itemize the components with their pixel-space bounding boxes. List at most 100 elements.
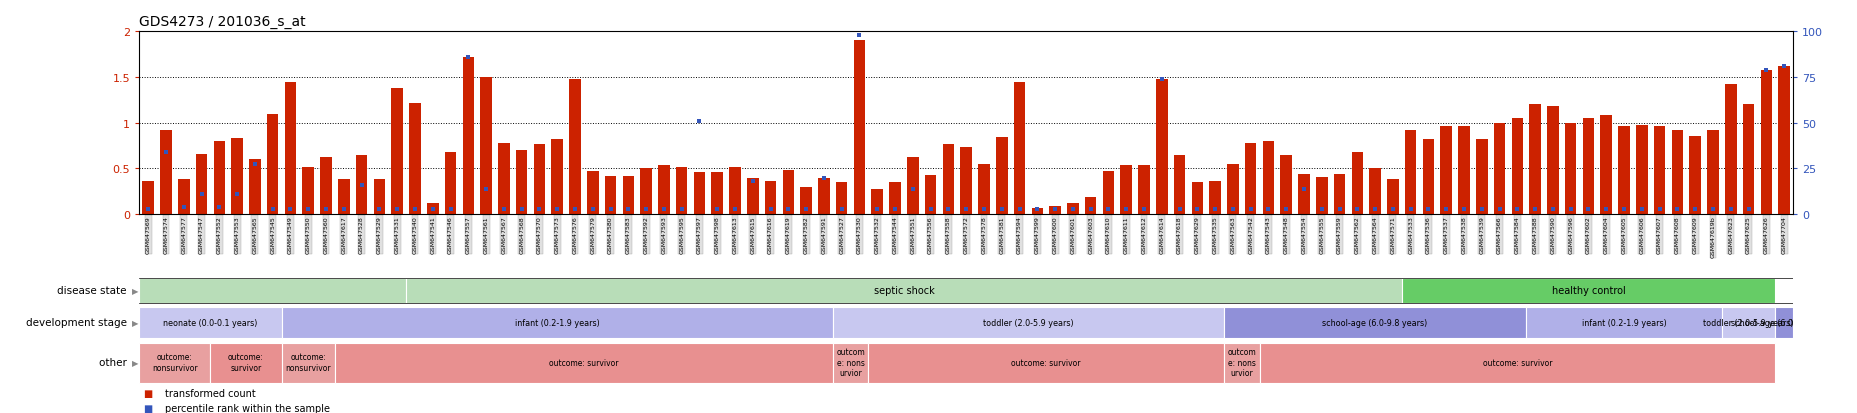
Bar xyxy=(1244,143,1255,215)
Text: ■: ■ xyxy=(143,388,152,398)
Point xyxy=(1021,206,1051,212)
Point xyxy=(916,206,945,212)
Bar xyxy=(1458,127,1469,215)
Bar xyxy=(1742,105,1753,215)
Point xyxy=(507,206,537,212)
Point xyxy=(932,206,962,212)
Bar xyxy=(334,343,832,383)
Bar xyxy=(1174,155,1185,215)
Point xyxy=(702,206,732,212)
Bar xyxy=(407,278,1400,303)
Bar xyxy=(1653,127,1664,215)
Bar xyxy=(232,139,243,215)
Bar xyxy=(1525,307,1721,339)
Bar xyxy=(676,167,687,215)
Point xyxy=(845,33,875,39)
Bar xyxy=(373,180,384,215)
Text: toddler (2.0-5.9 years): toddler (2.0-5.9 years) xyxy=(1703,318,1792,327)
Bar xyxy=(533,145,544,215)
Bar xyxy=(1155,80,1166,215)
Point xyxy=(1343,206,1372,212)
Text: school-age (6.0-9.8 years): school-age (6.0-9.8 years) xyxy=(1731,318,1837,327)
Point xyxy=(1448,206,1478,212)
Bar xyxy=(1474,140,1487,215)
Bar xyxy=(1120,165,1131,215)
Point xyxy=(1591,206,1621,212)
Bar xyxy=(867,343,1224,383)
Bar xyxy=(195,154,208,215)
Bar xyxy=(1760,71,1772,215)
Point xyxy=(488,206,518,212)
Bar xyxy=(1688,136,1699,215)
Bar xyxy=(249,160,260,215)
Bar xyxy=(852,41,865,215)
Point xyxy=(435,206,464,212)
Point xyxy=(951,206,980,212)
Point xyxy=(1484,206,1513,212)
Point xyxy=(826,206,856,212)
Point xyxy=(737,178,767,185)
Text: outcome: survivor: outcome: survivor xyxy=(1482,358,1551,367)
Bar xyxy=(143,182,154,215)
Point xyxy=(1395,206,1424,212)
Bar xyxy=(1387,180,1398,215)
Text: healthy control: healthy control xyxy=(1551,285,1625,295)
Point xyxy=(472,186,501,192)
Point xyxy=(756,206,786,212)
Bar xyxy=(568,80,581,215)
Text: outcome: survivor: outcome: survivor xyxy=(1010,358,1081,367)
Point xyxy=(897,186,927,192)
Point xyxy=(1554,206,1584,212)
Bar xyxy=(1369,169,1380,215)
Bar xyxy=(267,114,279,215)
Point xyxy=(986,206,1016,212)
Point xyxy=(150,150,180,156)
Point xyxy=(1751,67,1781,74)
Bar xyxy=(427,204,438,215)
Bar xyxy=(139,343,210,383)
Point xyxy=(1413,206,1443,212)
Bar xyxy=(728,167,741,215)
Point xyxy=(1733,206,1762,212)
Point xyxy=(773,206,802,212)
Bar xyxy=(587,172,598,215)
Point xyxy=(364,206,394,212)
Text: neonate (0.0-0.1 years): neonate (0.0-0.1 years) xyxy=(163,318,258,327)
Bar xyxy=(977,164,990,215)
Point xyxy=(186,191,215,198)
Point xyxy=(1305,206,1335,212)
Bar xyxy=(817,178,830,215)
Bar xyxy=(622,176,633,215)
Bar xyxy=(1493,123,1504,215)
Point xyxy=(1467,206,1497,212)
Point xyxy=(1057,206,1086,212)
Point xyxy=(1253,206,1283,212)
Point xyxy=(240,161,269,168)
Bar xyxy=(1209,182,1220,215)
Bar xyxy=(890,183,901,215)
Point xyxy=(1378,206,1408,212)
Point xyxy=(1075,206,1105,212)
Bar xyxy=(178,180,189,215)
Bar xyxy=(1636,126,1647,215)
Text: outcome:
nonsurvivor: outcome: nonsurvivor xyxy=(286,353,331,372)
Point xyxy=(1324,206,1354,212)
Bar xyxy=(1777,67,1788,215)
Bar xyxy=(160,131,171,215)
Text: toddler (2.0-5.9 years): toddler (2.0-5.9 years) xyxy=(982,318,1073,327)
Point xyxy=(1094,206,1123,212)
Text: other: other xyxy=(98,357,130,367)
Bar xyxy=(1350,153,1363,215)
Point xyxy=(542,206,572,212)
Bar xyxy=(604,176,617,215)
Text: disease state: disease state xyxy=(58,285,130,295)
Bar xyxy=(1707,131,1718,215)
Point xyxy=(1005,206,1034,212)
Bar xyxy=(995,138,1006,215)
Bar xyxy=(338,179,349,215)
Point xyxy=(1164,206,1194,212)
Point xyxy=(1768,64,1798,70)
Text: ■: ■ xyxy=(143,403,152,413)
Bar xyxy=(214,142,225,215)
Bar xyxy=(1617,127,1629,215)
